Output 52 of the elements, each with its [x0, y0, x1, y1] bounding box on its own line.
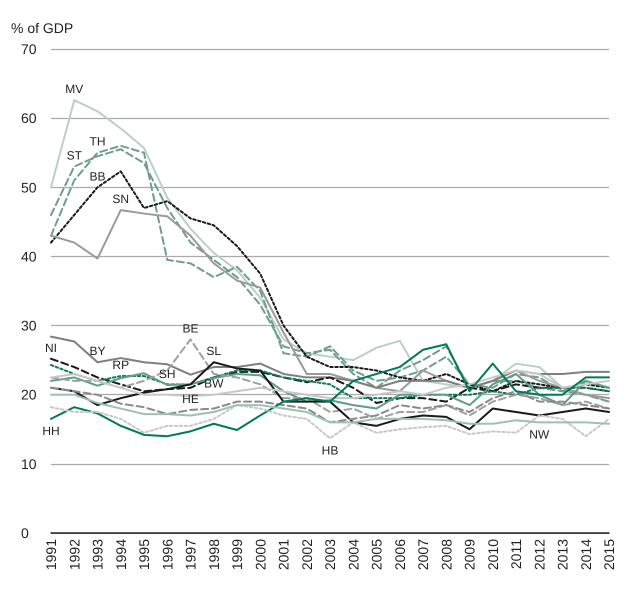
x-tick-label: 2000 — [252, 538, 268, 570]
x-tick-label: 2004 — [345, 538, 362, 570]
annotation: HE — [182, 392, 199, 406]
annotation: RP — [112, 358, 130, 372]
annotation: BW — [204, 376, 224, 391]
x-tick-label: 2002 — [298, 538, 315, 570]
y-tick-label: 10 — [21, 456, 37, 472]
annotation: HH — [42, 424, 60, 438]
y-tick-label: 30 — [21, 318, 37, 334]
x-tick-label: 2006 — [392, 538, 408, 570]
x-tick-label: 1991 — [43, 538, 59, 570]
x-tick-label: 2013 — [554, 538, 570, 570]
y-tick-label: 70 — [21, 41, 37, 57]
x-tick-label: 2007 — [415, 538, 431, 570]
x-tick-label: 1998 — [206, 538, 222, 570]
annotation: NI — [45, 340, 57, 355]
annotation: ST — [66, 148, 83, 163]
annotation: SN — [112, 192, 130, 206]
x-tick-label: 2009 — [462, 538, 478, 570]
x-tick-label: 1999 — [229, 538, 245, 570]
x-tick-label: 2005 — [368, 538, 384, 570]
x-tick-label: 1993 — [90, 538, 106, 570]
x-tick-label: 2001 — [276, 538, 292, 570]
x-tick-label: 1996 — [159, 538, 176, 570]
annotation: HB — [322, 443, 338, 458]
y-tick-label: 40 — [21, 248, 37, 264]
y-tick-label: 0 — [21, 525, 29, 541]
y-tick-label: 50 — [21, 179, 37, 196]
line-series — [50, 394, 610, 425]
x-tick-label: 2010 — [484, 538, 501, 570]
x-tick-label: 2011 — [508, 538, 524, 570]
x-tick-label: 2014 — [578, 538, 594, 570]
annotation: BB — [89, 169, 106, 184]
annotation: SL — [206, 344, 222, 358]
x-tick-label: 2008 — [438, 538, 454, 570]
x-tick-label: 1997 — [182, 538, 198, 570]
annotation: SH — [158, 367, 176, 382]
line-series — [50, 386, 610, 424]
x-tick-label: 1992 — [66, 538, 82, 570]
annotation: TH — [90, 134, 106, 149]
x-tick-label: 2003 — [322, 538, 338, 570]
y-tick-label: 60 — [21, 110, 37, 126]
x-tick-label: 2015 — [601, 538, 617, 570]
annotation: BY — [89, 344, 106, 358]
x-tick-label: 1995 — [136, 538, 152, 570]
annotation: MV — [65, 82, 84, 96]
x-tick-label: 1994 — [112, 538, 129, 570]
y-tick-label: 20 — [21, 386, 37, 403]
annotation: NW — [529, 427, 550, 442]
x-tick-label: 2012 — [531, 538, 548, 570]
annotation: BE — [182, 321, 199, 336]
y-axis-title: % of GDP — [11, 20, 74, 36]
